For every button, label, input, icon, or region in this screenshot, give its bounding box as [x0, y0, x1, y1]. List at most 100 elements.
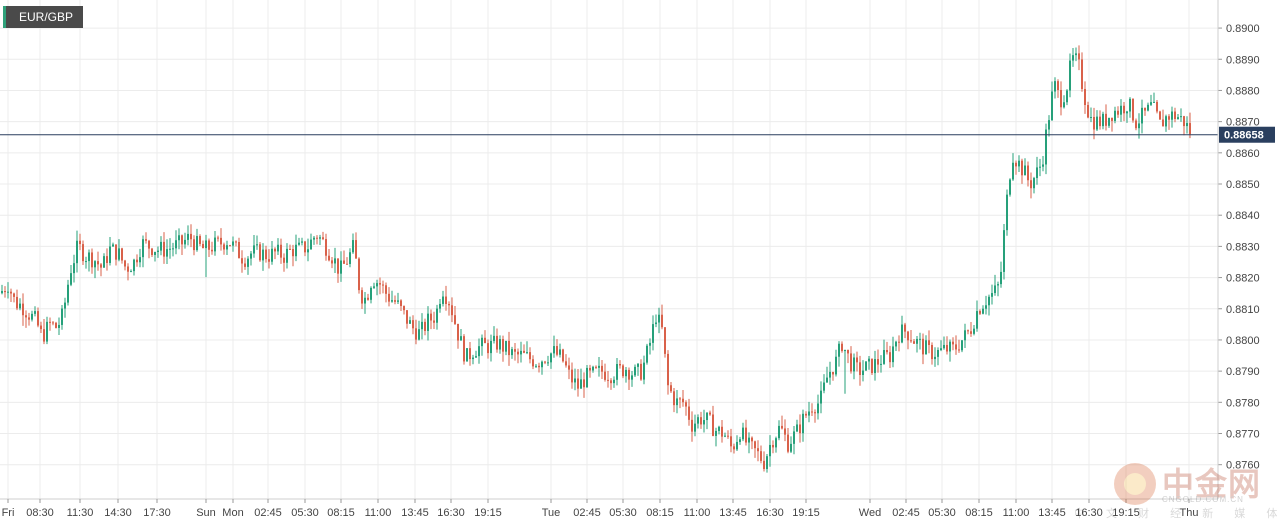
candle-body — [973, 328, 975, 334]
candle-body — [205, 240, 207, 249]
candle-body — [406, 310, 408, 324]
x-tick-label: 14:30 — [104, 507, 132, 519]
candle-body — [865, 361, 867, 371]
candle-body — [1117, 110, 1119, 115]
y-tick-label: 0.8790 — [1226, 366, 1260, 378]
candle-body — [841, 343, 843, 352]
candle-series — [1, 45, 1191, 473]
candle-body — [1057, 81, 1059, 91]
candle-body — [1090, 116, 1092, 118]
candle-body — [745, 427, 747, 443]
candle-body — [22, 303, 24, 316]
candle-body — [316, 237, 318, 239]
candle-body — [940, 348, 942, 350]
candle-body — [475, 356, 477, 358]
candle-body — [1180, 116, 1182, 118]
candle-body — [631, 375, 633, 380]
candle-body — [1036, 167, 1038, 179]
candle-body — [391, 300, 393, 302]
candle-body — [67, 284, 69, 303]
candle-body — [862, 370, 864, 375]
candle-body — [763, 460, 765, 470]
candle-body — [175, 240, 177, 249]
candle-body — [595, 366, 597, 368]
candle-body — [883, 350, 885, 364]
candle-body — [556, 346, 558, 355]
candle-body — [934, 356, 936, 360]
candle-body — [529, 352, 531, 360]
candle-body — [859, 362, 861, 375]
candle-body — [574, 378, 576, 383]
candle-body — [238, 242, 240, 259]
candle-body — [64, 302, 66, 309]
candle-body — [382, 284, 384, 286]
candle-body — [910, 340, 912, 342]
candle-body — [949, 341, 951, 352]
candle-body — [703, 420, 705, 425]
x-tick-label: 16:30 — [437, 507, 465, 519]
candle-body — [112, 244, 114, 247]
candle-body — [1045, 129, 1047, 165]
candle-body — [1063, 102, 1065, 108]
candle-body — [517, 351, 519, 355]
candle-body — [577, 378, 579, 389]
candle-body — [232, 241, 234, 246]
candle-body — [463, 336, 465, 362]
candle-body — [532, 359, 534, 367]
candle-body — [79, 240, 81, 245]
candle-body — [1075, 53, 1077, 56]
candle-body — [121, 248, 123, 261]
candle-body — [37, 311, 39, 326]
candle-body — [1114, 110, 1116, 121]
candle-body — [310, 239, 312, 250]
candle-body — [1138, 123, 1140, 129]
candle-body — [880, 363, 882, 365]
candle-body — [904, 324, 906, 332]
candle-body — [1153, 101, 1155, 103]
candle-body — [19, 303, 21, 309]
candle-body — [478, 346, 480, 357]
candle-body — [1123, 105, 1125, 114]
candle-body — [427, 313, 429, 331]
candle-body — [592, 366, 594, 371]
candle-body — [160, 241, 162, 251]
candle-body — [1084, 88, 1086, 106]
candle-body — [73, 263, 75, 274]
candle-body — [1087, 105, 1089, 118]
candle-body — [1015, 162, 1017, 167]
x-tick-label: 11:00 — [1003, 507, 1030, 519]
candle-body — [34, 311, 36, 314]
candle-body — [661, 314, 663, 328]
candle-body — [262, 249, 264, 261]
candle-body — [619, 364, 621, 366]
candle-body — [304, 241, 306, 253]
candle-body — [46, 321, 48, 342]
candle-body — [367, 297, 369, 300]
candle-body — [814, 412, 816, 414]
candle-body — [1021, 160, 1023, 176]
x-tick-label: 16:30 — [756, 507, 784, 519]
candle-body — [493, 335, 495, 341]
candle-body — [76, 240, 78, 264]
candle-body — [586, 367, 588, 388]
candle-body — [772, 444, 774, 448]
candle-body — [919, 338, 921, 340]
candle-body — [793, 431, 795, 444]
candle-body — [445, 296, 447, 305]
candle-body — [130, 271, 132, 273]
candle-body — [1039, 166, 1041, 168]
candle-body — [55, 322, 57, 328]
instrument-label[interactable]: EUR/GBP — [3, 6, 84, 28]
candle-body — [598, 365, 600, 368]
y-tick-label: 0.8770 — [1226, 429, 1260, 441]
candle-body — [178, 235, 180, 241]
candle-body — [157, 250, 159, 252]
candle-body — [715, 430, 717, 436]
watermark: 中金网 CNGOLD.COM.CN 中 文 财 经 新 媒 体 — [1074, 459, 1277, 520]
candle-body — [1009, 179, 1011, 195]
candle-body — [190, 233, 192, 240]
candle-body — [43, 329, 45, 342]
candle-body — [976, 311, 978, 329]
candle-body — [103, 256, 105, 268]
candle-body — [1135, 120, 1137, 129]
